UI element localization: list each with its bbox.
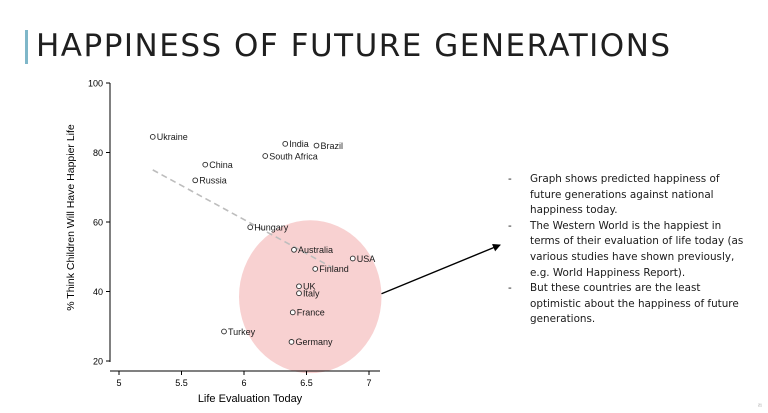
point-label-finland: Finland — [319, 264, 349, 274]
point-turkey — [221, 328, 227, 335]
y-tick-label: 40 — [93, 287, 103, 297]
point-label-usa: USA — [357, 254, 376, 264]
point-label-china: China — [209, 160, 233, 170]
x-tick-label: 7 — [366, 378, 371, 388]
annotation-arrow — [381, 243, 501, 295]
x-tick-label: 6 — [241, 378, 246, 388]
point-china — [202, 161, 209, 168]
point-uk — [296, 283, 302, 290]
y-tick-label: 80 — [93, 148, 103, 158]
y-tick-label: 20 — [93, 357, 103, 367]
point-finland — [312, 266, 319, 272]
point-label-italy: Italy — [303, 289, 320, 299]
x-tick-label: 5 — [116, 378, 121, 388]
point-label-turkey: Turkey — [228, 327, 256, 337]
x-axis-label: Life Evaluation Today — [198, 393, 303, 405]
point-label-india: India — [289, 139, 309, 149]
bullet-item: The Western World is the happiest in ter… — [508, 219, 744, 281]
x-tick-label: 6.5 — [300, 378, 313, 388]
point-label-germany: Germany — [296, 337, 334, 347]
point-brazil — [313, 142, 320, 149]
y-tick-label: 100 — [88, 79, 103, 89]
y-tick-label: 60 — [93, 218, 103, 228]
point-italy — [296, 290, 302, 297]
point-label-australia: Australia — [298, 245, 333, 255]
bullet-item: But these countries are the least optimi… — [508, 281, 744, 328]
x-tick-label: 5.5 — [175, 378, 188, 388]
point-france — [289, 309, 296, 316]
point-label-hungary: Hungary — [254, 223, 289, 233]
point-label-south-africa: South Africa — [269, 151, 318, 161]
point-hungary — [247, 224, 254, 231]
title-accent-bar — [25, 30, 28, 64]
y-axis-label: % Think Children Will Have Happier Life — [65, 124, 77, 311]
bullet-item: Graph shows predicted happiness of futur… — [508, 172, 744, 219]
slide-title: HAPPINESS OF FUTURE GENERATIONS — [36, 28, 672, 64]
bullet-list: Graph shows predicted happiness of futur… — [508, 172, 744, 328]
point-label-russia: Russia — [199, 176, 227, 186]
point-label-ukraine: Ukraine — [157, 132, 188, 142]
corner-mark: ²¹ — [758, 404, 762, 410]
point-russia — [192, 177, 199, 184]
trend-line — [152, 169, 332, 268]
point-label-france: France — [297, 308, 325, 318]
point-australia — [291, 246, 297, 253]
point-usa — [349, 255, 356, 262]
point-germany — [288, 339, 295, 345]
highlight-circle — [239, 220, 382, 374]
point-label-brazil: Brazil — [321, 141, 344, 151]
point-ukraine — [149, 134, 156, 140]
point-south-africa — [262, 153, 269, 159]
point-label-uk: UK — [303, 282, 316, 292]
point-india — [282, 140, 289, 147]
